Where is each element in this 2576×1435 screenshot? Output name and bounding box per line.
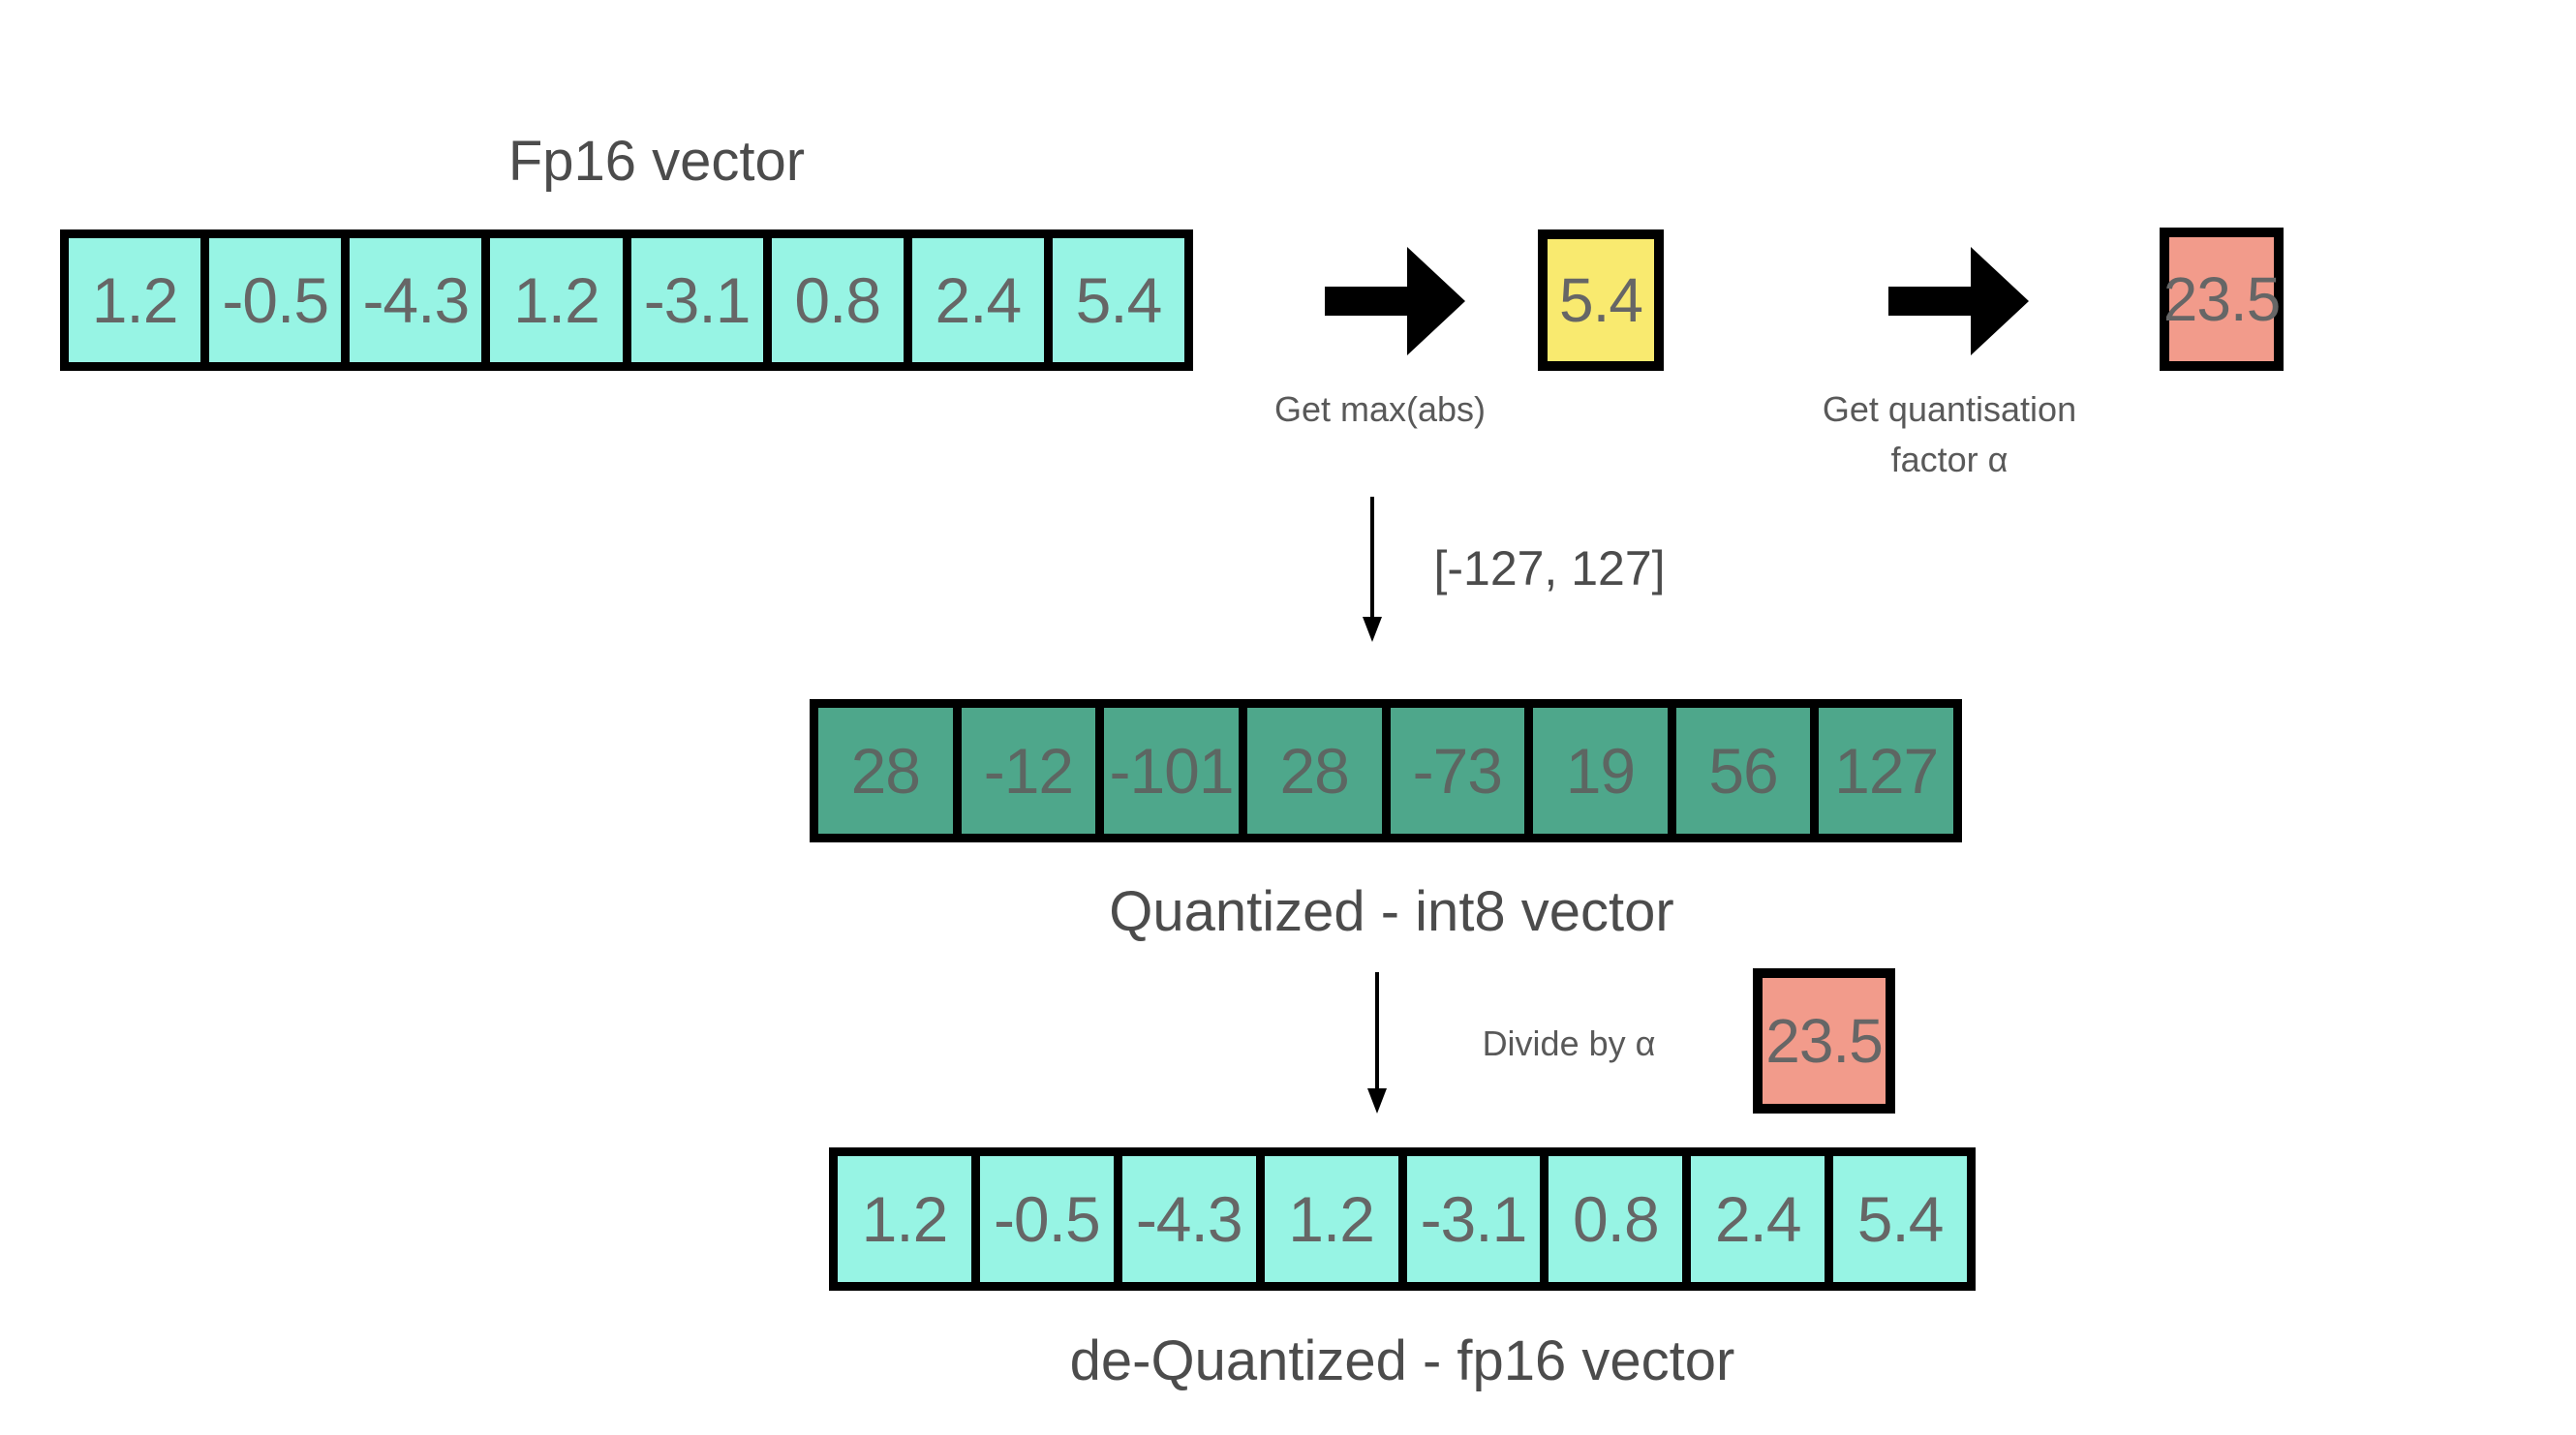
vector-cell: -73 <box>1390 708 1525 834</box>
vector-cell: 1.2 <box>838 1156 971 1282</box>
vector-cell: -4.3 <box>1121 1156 1256 1282</box>
vector-cell: 5.4 <box>1052 238 1184 362</box>
vector-cell: 0.8 <box>771 238 904 362</box>
int8-vector: 28 -12 -101 28 -73 19 56 127 <box>810 699 1962 842</box>
quantize-down-arrow-icon <box>1359 496 1386 643</box>
vector-cell: -12 <box>961 708 1096 834</box>
get-quantisation-factor-label-line2: factor α <box>1890 440 2009 479</box>
quantisation-factor-box: 23.5 <box>2160 228 2284 371</box>
vector-cell: 127 <box>1819 708 1953 834</box>
vector-cell: 28 <box>818 708 953 834</box>
quantisation-factor-box-2: 23.5 <box>1753 968 1895 1114</box>
vector-cell: 5.4 <box>1833 1156 1967 1282</box>
vector-cell: 1.2 <box>1264 1156 1398 1282</box>
fp16-vector-title: Fp16 vector <box>507 130 806 193</box>
vector-cell: -0.5 <box>979 1156 1114 1282</box>
vector-cell: 28 <box>1246 708 1382 834</box>
fp16-vector: 1.2 -0.5 -4.3 1.2 -3.1 0.8 2.4 5.4 <box>60 229 1193 371</box>
int8-vector-title: Quantized - int8 vector <box>1109 880 1674 943</box>
get-quantisation-factor-label-line1: Get quantisation <box>1822 389 2077 429</box>
vector-cell: 56 <box>1675 708 1811 834</box>
divide-by-alpha-label: Divide by α <box>1482 1023 1656 1063</box>
vector-cell: -4.3 <box>350 238 482 362</box>
vector-cell: 2.4 <box>1691 1156 1825 1282</box>
get-max-abs-label: Get max(abs) <box>1273 389 1487 429</box>
vector-cell: 1.2 <box>69 238 201 362</box>
dequantized-vector-title: de-Quantized - fp16 vector <box>1069 1329 1735 1392</box>
max-abs-value-box: 5.4 <box>1538 229 1664 371</box>
vector-cell: 19 <box>1533 708 1668 834</box>
vector-cell: 0.8 <box>1549 1156 1683 1282</box>
dequantized-fp16-vector: 1.2 -0.5 -4.3 1.2 -3.1 0.8 2.4 5.4 <box>829 1147 1976 1291</box>
arrow-right-icon <box>1888 247 2029 355</box>
range-label: [-127, 127] <box>1433 541 1666 595</box>
vector-cell: -3.1 <box>1406 1156 1541 1282</box>
arrow-right-icon <box>1325 247 1465 355</box>
dequantize-down-arrow-icon <box>1364 971 1391 1114</box>
vector-cell: -0.5 <box>209 238 342 362</box>
vector-cell: 2.4 <box>911 238 1044 362</box>
vector-cell: -101 <box>1104 708 1239 834</box>
vector-cell: 1.2 <box>490 238 623 362</box>
get-quantisation-factor-label: Get quantisation factor α <box>1756 384 2143 485</box>
vector-cell: -3.1 <box>630 238 763 362</box>
